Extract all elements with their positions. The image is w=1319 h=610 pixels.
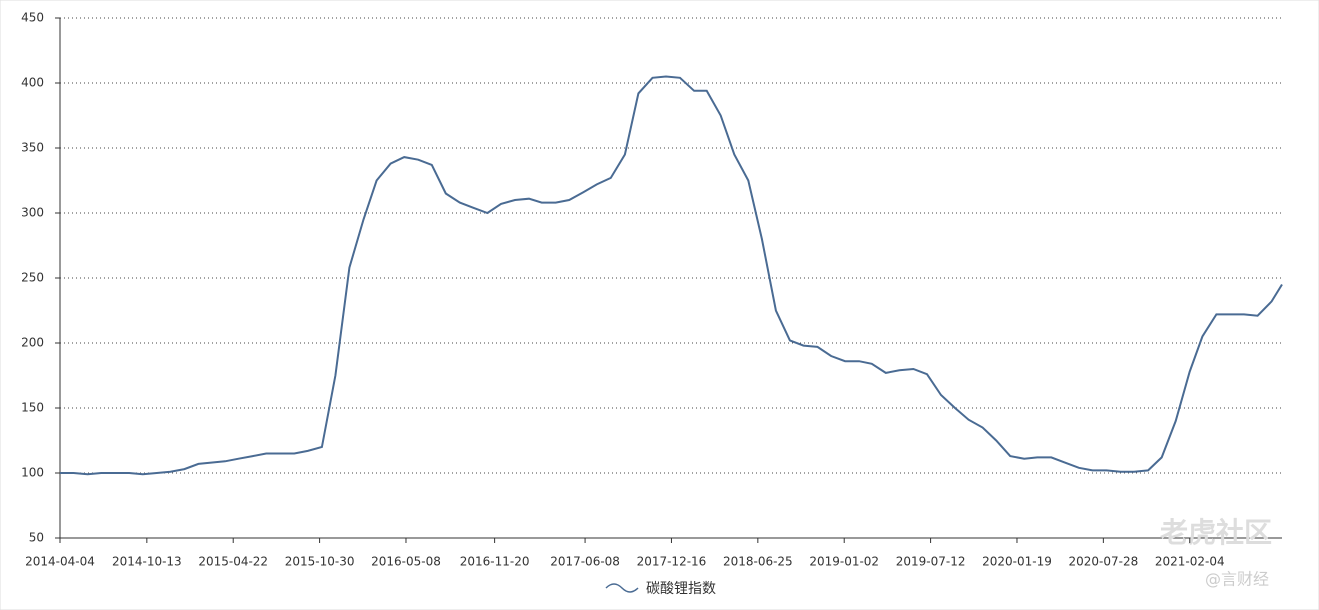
watermark-handle: @言财经	[1205, 570, 1269, 589]
y-tick-label: 300	[21, 206, 44, 220]
y-tick-label: 450	[21, 11, 44, 25]
x-tick-label: 2021-02-04	[1155, 555, 1225, 569]
watermark: 老虎社区	[1160, 516, 1272, 549]
x-tick-label: 2016-11-20	[460, 555, 530, 569]
x-tick-label: 2015-10-30	[285, 555, 355, 569]
x-tick-label: 2014-10-13	[112, 555, 182, 569]
legend-icon	[605, 583, 639, 593]
x-tick-label: 2018-06-25	[723, 555, 793, 569]
x-tick-label: 2020-01-19	[982, 555, 1052, 569]
x-tick-label: 2019-01-02	[809, 555, 879, 569]
x-tick-label: 2020-07-28	[1068, 555, 1138, 569]
y-tick-label: 100	[21, 466, 44, 480]
y-tick-label: 50	[29, 531, 44, 545]
y-tick-label: 350	[21, 141, 44, 155]
y-tick-label: 400	[21, 76, 44, 90]
y-tick-label: 250	[21, 271, 44, 285]
y-tick-label: 200	[21, 336, 44, 350]
x-tick-label: 2017-12-16	[637, 555, 707, 569]
x-tick-label: 2015-04-22	[198, 555, 268, 569]
y-tick-label: 150	[21, 401, 44, 415]
x-tick-label: 2017-06-08	[550, 555, 620, 569]
legend-label: 碳酸锂指数	[646, 581, 716, 597]
x-tick-label: 2014-04-04	[25, 555, 95, 569]
series-line	[60, 75, 1283, 476]
x-tick-label: 2016-05-08	[371, 555, 441, 569]
x-tick-label: 2019-07-12	[896, 555, 966, 569]
